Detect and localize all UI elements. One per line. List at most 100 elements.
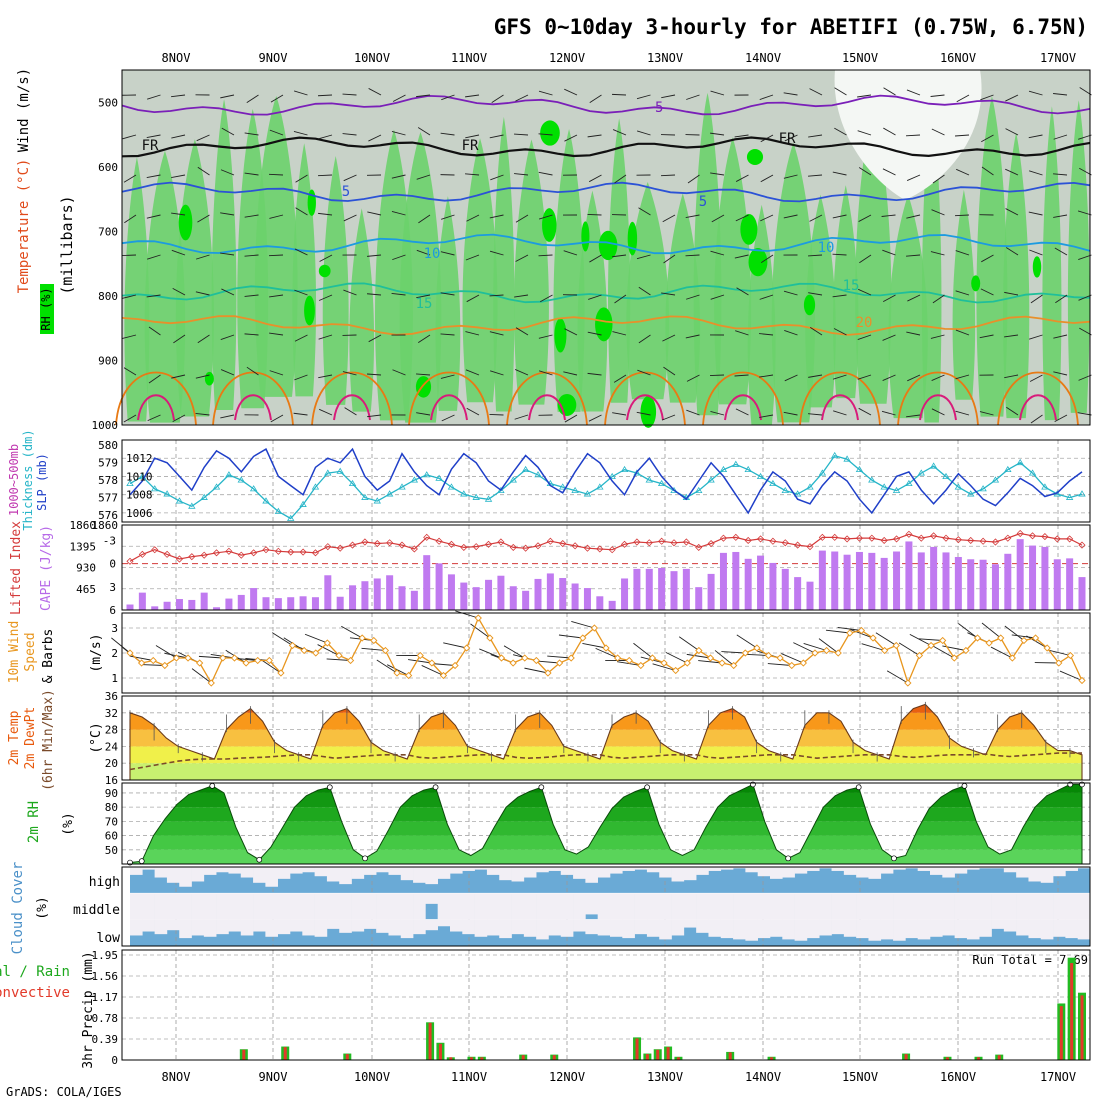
lifted-index-axis-label: Lifted Index	[9, 521, 24, 615]
surface-wind-barb	[686, 653, 711, 659]
upper-wind-barb	[564, 328, 578, 336]
upper-wind-barb	[833, 374, 847, 380]
cloud-clear-bar	[893, 867, 906, 870]
thickness-point	[299, 500, 307, 507]
upper-wind-barb	[1028, 134, 1043, 139]
rh-color-band	[130, 784, 1082, 793]
cape-bar	[781, 568, 789, 610]
thickness-point	[460, 490, 468, 497]
bottom-day-label: 12NOV	[549, 1070, 585, 1084]
wind-speed-point	[1020, 636, 1028, 645]
precip-convective-bar	[945, 1057, 949, 1060]
lifted-index-point	[138, 550, 146, 558]
upper-wind-barb	[955, 374, 970, 380]
cloud-clear-bar	[868, 893, 882, 920]
upper-wind-barb	[981, 254, 994, 263]
wind-speed-point	[834, 649, 842, 657]
cloud-clear-bar	[265, 893, 278, 920]
cape-bar	[559, 578, 567, 610]
cape-bar	[719, 552, 727, 610]
upper-wind-barb	[710, 410, 725, 416]
lifted-index-point	[299, 548, 307, 556]
upper-wind-barb	[269, 294, 284, 298]
cape-top-tick-label: 1860	[92, 519, 119, 532]
cape-bar	[163, 601, 171, 610]
precip-convective-bar	[521, 1055, 525, 1060]
precip-convective-bar	[666, 1047, 670, 1060]
cloud-clear-bar	[290, 867, 303, 874]
isotherm-label: 15	[416, 296, 433, 312]
lifted-index-point	[583, 544, 592, 552]
upper-wind-barb	[148, 326, 161, 336]
thickness-point	[373, 497, 381, 504]
upper-wind-barb	[587, 372, 602, 376]
upper-wind-barb	[122, 134, 137, 140]
upper-wind-barb	[195, 413, 210, 416]
wind-speed-point	[555, 659, 564, 667]
thickness-point	[793, 490, 802, 497]
upper-wind-barb	[146, 214, 161, 219]
cloud-clear-bar	[1040, 893, 1054, 920]
cloud-clear-bar	[462, 893, 475, 920]
cloud-clear-bar	[130, 893, 143, 920]
cloud-clear-bar	[917, 893, 931, 920]
upper-wind-barb	[808, 254, 823, 257]
lifted-index-point	[373, 539, 381, 548]
wind-speed-point	[939, 636, 947, 645]
thickness-tick-label: 577	[98, 492, 118, 505]
wind-speed-point	[196, 659, 204, 667]
cloud-clear-bar	[1028, 893, 1042, 920]
upper-wind-barb	[833, 410, 847, 416]
precip-tick-label: 0	[111, 1054, 118, 1067]
cloud-clear-bar	[203, 919, 217, 937]
upper-wind-barb	[663, 366, 676, 376]
rh-saturated-patch	[640, 395, 657, 428]
wind-speed-point	[439, 671, 448, 680]
cloud-clear-bar	[979, 919, 992, 937]
cape-bar	[311, 597, 319, 610]
upper-wind-barb	[1004, 374, 1019, 379]
upper-wind-barb	[294, 374, 308, 381]
upper-wind-barb	[979, 334, 994, 339]
upper-wind-barb	[465, 173, 480, 176]
upper-wind-barb	[441, 94, 455, 101]
millibars-axis-label: (millibars)	[58, 195, 76, 294]
thickness-tick-label: 580	[98, 439, 118, 452]
upper-wind-barb	[905, 134, 921, 137]
cloud-clear-bar	[523, 919, 537, 937]
upper-wind-barb	[710, 250, 725, 256]
rh-humid-column	[435, 196, 461, 411]
upper-wind-barb	[171, 134, 186, 139]
cape-bar	[1078, 577, 1086, 610]
upper-wind-barb	[736, 287, 749, 296]
upper-wind-barb	[809, 214, 823, 222]
lifted-index-point	[225, 547, 233, 555]
thickness-point	[645, 476, 653, 483]
upper-wind-barb	[881, 410, 896, 416]
cape-bar	[732, 551, 740, 610]
upper-wind-barb	[857, 374, 872, 380]
upper-wind-barb	[491, 94, 504, 103]
cloud-clear-bar	[683, 867, 697, 881]
cloud-clear-bar	[511, 867, 525, 882]
cloud-clear-bar	[413, 867, 426, 883]
lifted-index-point	[954, 536, 962, 544]
upper-wind-barb	[440, 132, 455, 136]
thickness-point	[249, 485, 258, 492]
thickness-point	[905, 479, 913, 487]
upper-wind-barb	[293, 412, 308, 416]
upper-wind-barb	[1053, 371, 1068, 376]
thickness-point	[732, 460, 740, 467]
cloud-clear-bar	[240, 867, 254, 878]
temp-frame	[121, 695, 1091, 781]
upper-wind-barb	[832, 253, 847, 256]
wind-speed-point	[207, 679, 215, 687]
lifted-index-point	[991, 538, 1000, 546]
upper-wind-barb	[981, 166, 994, 176]
thickness-point	[423, 471, 431, 478]
upper-wind-barb	[1005, 208, 1019, 216]
upper-wind-barb	[489, 414, 504, 416]
wind10-axis-label-3: & Barbs	[41, 629, 56, 684]
bottom-day-label: 17NOV	[1040, 1070, 1076, 1084]
lifted-index-point	[472, 543, 480, 551]
